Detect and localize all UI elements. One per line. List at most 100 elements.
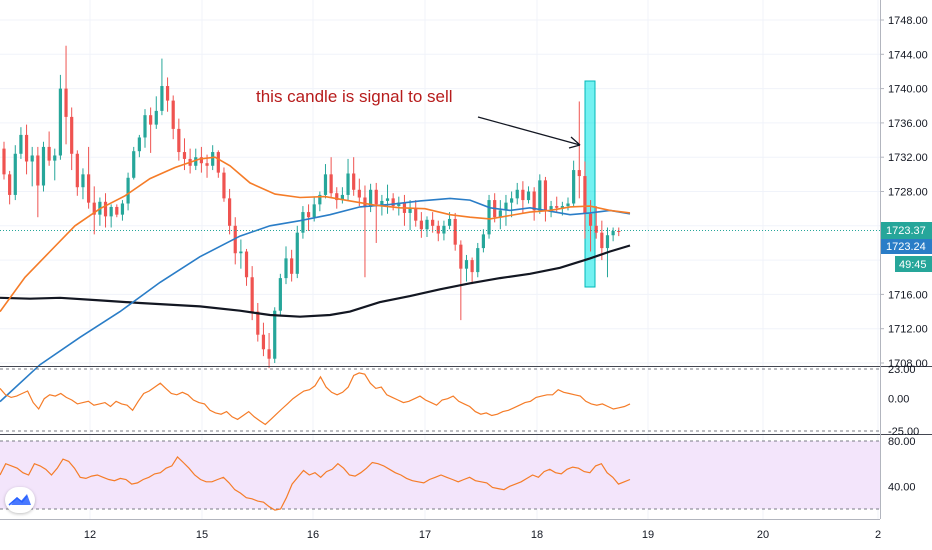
candle-body xyxy=(617,230,621,232)
candle-body xyxy=(408,208,412,213)
candle-body xyxy=(588,213,593,226)
candle-body xyxy=(414,208,418,221)
candle-body xyxy=(239,251,243,254)
price-tick-label: 1712.00 xyxy=(888,324,928,336)
time-tick-label: 12 xyxy=(84,529,96,541)
alt-price-tag: 1723.24 xyxy=(881,239,932,254)
ma-slow-line xyxy=(0,244,631,318)
candle-body xyxy=(369,189,373,207)
candle-body xyxy=(19,134,23,154)
candle-body xyxy=(464,260,469,269)
candle-body xyxy=(385,198,390,201)
candle-body xyxy=(397,202,401,207)
candle-body xyxy=(470,260,474,273)
rsi-line xyxy=(0,455,631,511)
osc-tick-label: -25.00 xyxy=(888,426,919,438)
candle-body xyxy=(323,174,328,195)
candle-body xyxy=(566,203,570,207)
candle-body xyxy=(81,174,85,188)
candle-body xyxy=(560,206,564,208)
candle-body xyxy=(600,232,604,249)
candle-body xyxy=(594,225,598,233)
candle-body xyxy=(605,235,610,249)
candle-body xyxy=(194,157,198,166)
candle-body xyxy=(425,219,429,230)
candle-body xyxy=(611,230,615,236)
candle-body xyxy=(244,251,249,278)
candle-body xyxy=(205,163,209,166)
candle-body xyxy=(171,100,175,129)
candle-body xyxy=(228,198,232,226)
candle-body xyxy=(543,180,548,212)
price-tick-label: 1736.00 xyxy=(888,118,928,130)
candle-body xyxy=(36,155,40,186)
candle-body xyxy=(87,174,91,203)
grid-lines xyxy=(0,0,880,519)
alt-price-label: 1723.24 xyxy=(886,241,926,253)
time-tick-label: 16 xyxy=(307,529,319,541)
candle-body xyxy=(115,206,119,215)
candle-body xyxy=(278,278,282,311)
candle-body xyxy=(374,189,378,205)
candle-body xyxy=(295,232,299,274)
candle-body xyxy=(380,200,384,205)
candle-body xyxy=(419,220,423,230)
price-axis[interactable]: 1748.00 1744.00 1740.00 1736.00 1732.00 1728.… xyxy=(880,15,928,493)
candle-body xyxy=(261,334,266,350)
countdown-label: 49:45 xyxy=(899,259,927,271)
oscillator-panel xyxy=(0,368,880,432)
candle-body xyxy=(284,258,288,279)
time-tick-label: 19 xyxy=(642,529,654,541)
candle-body xyxy=(510,198,514,203)
candle-body xyxy=(143,115,147,138)
candle-body xyxy=(481,234,485,249)
candle-body xyxy=(436,225,440,234)
candle-body xyxy=(211,152,215,166)
candle-body xyxy=(109,206,113,217)
candle-body xyxy=(340,194,344,201)
rsi-panel xyxy=(0,440,880,511)
candle-body xyxy=(504,202,508,211)
candle-body xyxy=(126,177,130,204)
candle-body xyxy=(216,152,220,173)
candle-body xyxy=(154,110,158,125)
candle-body xyxy=(459,244,463,269)
price-tick-label: 1748.00 xyxy=(888,15,928,27)
candle-body xyxy=(160,86,164,111)
candle-body xyxy=(256,311,260,335)
candle-body xyxy=(391,198,395,207)
candle-body xyxy=(346,173,350,195)
price-tick-label: 1708.00 xyxy=(888,358,928,370)
osc-tick-label: 23.00 xyxy=(888,364,916,376)
candle-body xyxy=(8,174,12,195)
candle-body xyxy=(47,146,51,161)
candle-body xyxy=(306,212,311,218)
candle-body xyxy=(92,202,96,215)
candle-body xyxy=(199,157,203,164)
candle-body xyxy=(250,277,254,312)
candle-body xyxy=(335,193,339,201)
candle-body xyxy=(301,212,305,233)
candle-body xyxy=(572,170,576,204)
candle-body xyxy=(70,116,74,154)
candle-body xyxy=(431,219,435,226)
candle-body xyxy=(498,210,502,218)
candle-body xyxy=(453,218,457,245)
candle-body xyxy=(549,206,553,212)
rsi-tick-label: 40.00 xyxy=(888,481,916,493)
candle-body xyxy=(521,189,525,201)
candle-body xyxy=(526,191,531,201)
time-tick-label: 17 xyxy=(419,529,431,541)
candle-body xyxy=(442,225,446,234)
candle-body xyxy=(2,148,6,175)
candle-body xyxy=(318,194,322,205)
ma-fast-line xyxy=(0,156,631,313)
last-price-label: 1723.37 xyxy=(886,225,926,237)
tradingview-logo-icon[interactable] xyxy=(5,487,35,513)
time-axis[interactable]: 12 15 16 17 18 19 20 2 xyxy=(84,529,881,541)
rsi-tick-label: 80.00 xyxy=(888,436,916,448)
candle-body xyxy=(64,88,68,117)
candle-body xyxy=(30,155,34,162)
candle-body xyxy=(24,134,29,162)
